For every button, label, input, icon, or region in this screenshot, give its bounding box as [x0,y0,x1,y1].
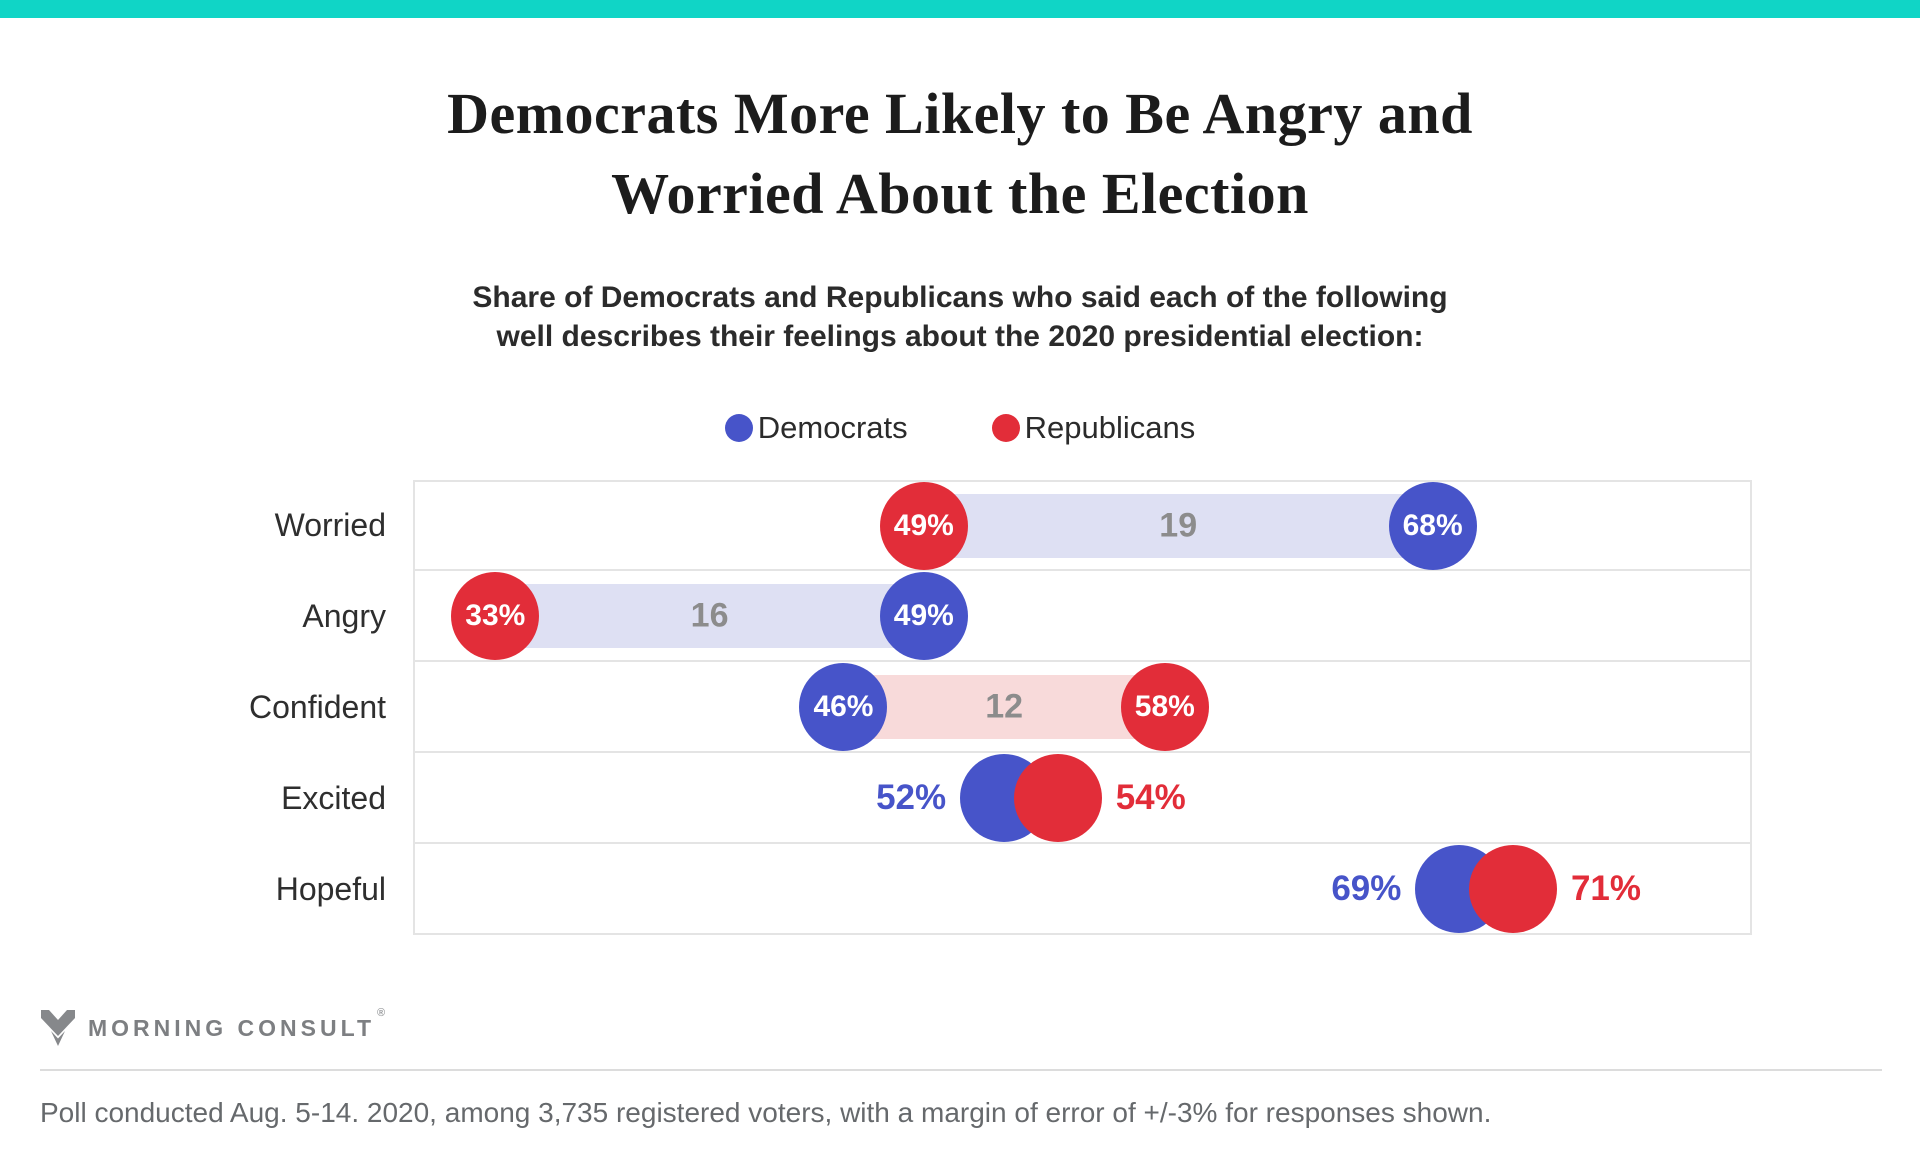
row-plot-angry: 16 49% 33% [413,571,1752,662]
republican-data-point: 33% [451,571,540,660]
row-plot-hopeful: 69% 71% [413,844,1752,935]
brand-name: MORNING CONSULT® [88,1006,390,1041]
morning-consult-m-logo-icon [41,1010,75,1046]
gap-band [495,583,924,648]
row-label-cell: Angry [0,571,413,662]
registered-trademark-symbol: ® [377,1006,390,1019]
democrat-value-label: 52% [876,777,947,817]
republican-value-label: 71% [1570,868,1642,908]
chart-subtitle: Share of Democrats and Republicans who s… [0,278,1920,356]
row-label-cell: Worried [0,480,413,571]
footer-divider [40,1069,1882,1071]
row-plot-confident: 12 46% 58% [413,662,1752,753]
title-line-2: Worried About the Election [611,161,1309,226]
chart-row-excited: Excited 52% 54% [0,753,1920,844]
row-label-cell: Hopeful [0,844,413,935]
row-plot-worried: 19 68% 49% [413,480,1752,571]
republican-data-point [1468,844,1557,933]
methodology-note: Poll conducted Aug. 5-14. 2020, among 3,… [40,1097,1492,1128]
gap-band [923,493,1433,558]
legend-label-republicans: Republicans [1024,410,1196,445]
gap-band [843,674,1165,739]
chart-row-hopeful: Hopeful 69% 71% [0,844,1920,935]
category-label-hopeful: Hopeful [275,871,386,907]
democrat-data-point: 49% [879,571,968,660]
republican-data-point [1013,753,1102,842]
legend-item-republicans: Republicans [991,410,1196,446]
subtitle-line-2: well describes their feelings about the … [496,320,1424,353]
gap-value-label: 16 [690,596,729,634]
republicans-dot-icon [991,414,1020,442]
dumbbell-chart: Worried 19 68% 49% Angry 16 49% 33% Confident 12 4… [0,480,1920,935]
legend-item-democrats: Democrats [724,410,908,446]
top-accent-bar [0,0,1920,18]
subtitle-line-1: Share of Democrats and Republicans who s… [472,281,1448,314]
chart-row-worried: Worried 19 68% 49% [0,480,1920,571]
title-line-1: Democrats More Likely to Be Angry and [447,81,1473,146]
category-label-worried: Worried [274,507,386,543]
democrats-dot-icon [724,414,753,442]
democrat-data-point: 68% [1388,481,1477,570]
legend-label-democrats: Democrats [757,410,908,445]
category-label-angry: Angry [302,598,386,634]
democrat-value-label: 69% [1331,868,1402,908]
gap-value-label: 19 [1159,506,1198,544]
page-title: Democrats More Likely to Be Angry and Wo… [0,74,1920,234]
republican-value-label: 54% [1115,777,1186,817]
brand-lockup: MORNING CONSULT® [40,1006,1920,1047]
row-label-cell: Confident [0,662,413,753]
row-label-cell: Excited [0,753,413,844]
category-label-confident: Confident [249,689,386,725]
chart-legend: Democrats Republicans [0,410,1920,446]
republican-data-point: 58% [1120,662,1209,751]
chart-row-confident: Confident 12 46% 58% [0,662,1920,753]
republican-data-point: 49% [879,481,968,570]
row-plot-excited: 52% 54% [413,753,1752,844]
category-label-excited: Excited [281,780,386,816]
chart-row-angry: Angry 16 49% 33% [0,571,1920,662]
gap-value-label: 12 [985,687,1024,725]
democrat-data-point: 46% [799,662,888,751]
